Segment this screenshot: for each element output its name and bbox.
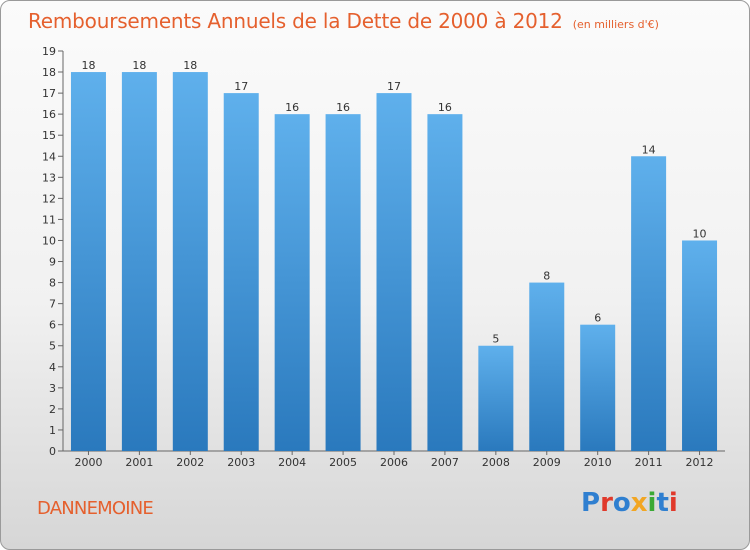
bar <box>325 114 361 451</box>
bar-value-label: 17 <box>387 80 401 93</box>
y-tick-label: 16 <box>42 108 56 121</box>
bar <box>172 72 208 451</box>
y-tick-label: 18 <box>42 66 56 79</box>
bar <box>376 93 412 452</box>
bar-value-label: 18 <box>81 59 95 72</box>
commune-name: DANNEMOINE <box>37 498 154 519</box>
x-tick-label: 2008 <box>482 456 510 469</box>
y-tick-label: 14 <box>42 150 56 163</box>
logo-letter: t <box>656 488 669 518</box>
bar <box>274 114 310 451</box>
bar <box>223 93 259 452</box>
chart-title: Remboursements Annuels de la Dette de 20… <box>28 9 659 33</box>
bar-value-label: 5 <box>492 333 499 346</box>
bar-value-label: 18 <box>132 59 146 72</box>
bar <box>70 72 106 451</box>
bar <box>121 72 157 451</box>
logo-letter: o <box>612 488 631 518</box>
bar-value-label: 16 <box>336 101 350 114</box>
x-tick-label: 2001 <box>125 456 153 469</box>
y-tick-label: 13 <box>42 171 56 184</box>
y-tick-label: 9 <box>49 256 56 269</box>
y-tick-label: 2 <box>49 403 56 416</box>
y-tick-label: 17 <box>42 87 56 100</box>
bars <box>70 72 718 452</box>
bar-value-label: 17 <box>234 80 248 93</box>
bar-value-label: 18 <box>183 59 197 72</box>
x-tick-label: 2005 <box>329 456 357 469</box>
x-tick-label: 2010 <box>584 456 612 469</box>
x-tick-label: 2012 <box>686 456 714 469</box>
logo-letter: x <box>630 488 648 518</box>
logo-letter: P <box>581 488 601 518</box>
y-tick-label: 6 <box>49 319 56 332</box>
logo-letter: i <box>647 488 657 518</box>
bar <box>682 240 718 451</box>
y-tick-label: 19 <box>42 45 56 58</box>
x-tick-label: 2002 <box>176 456 204 469</box>
y-tick-label: 1 <box>49 424 56 437</box>
proxiti-logo: Proxiti <box>581 488 678 518</box>
bar <box>631 156 667 451</box>
y-tick-label: 0 <box>49 445 56 458</box>
y-tick-label: 11 <box>42 213 56 226</box>
bar <box>478 345 514 451</box>
x-tick-label: 2007 <box>431 456 459 469</box>
logo-letter: r <box>600 488 613 518</box>
bar-value-label: 16 <box>285 101 299 114</box>
y-tick-label: 7 <box>49 298 56 311</box>
y-tick-label: 3 <box>49 382 56 395</box>
bar-value-label: 8 <box>543 270 550 283</box>
bar-value-label: 16 <box>438 101 452 114</box>
value-labels: 18 18 18 17 16 16 17 16 5 8 6 14 10 <box>81 59 706 346</box>
bar-value-label: 6 <box>594 312 601 325</box>
chart-title-text: Remboursements Annuels de la Dette de 20… <box>28 9 563 33</box>
chart-unit: (en milliers d'€) <box>572 18 659 31</box>
y-tick-label: 5 <box>49 340 56 353</box>
bar-value-label: 10 <box>693 227 707 240</box>
y-tick-label: 8 <box>49 277 56 290</box>
bar <box>529 282 565 451</box>
x-tick-label: 2011 <box>635 456 663 469</box>
y-tick-label: 12 <box>42 192 56 205</box>
y-tick-label: 15 <box>42 129 56 142</box>
y-tick-label: 10 <box>42 234 56 247</box>
y-tick-label: 4 <box>49 361 56 374</box>
logo-letter: i <box>668 488 678 518</box>
bar-value-label: 14 <box>642 143 656 156</box>
bar <box>427 114 463 451</box>
x-tick-label: 2009 <box>533 456 561 469</box>
bar <box>580 324 616 451</box>
x-tick-label: 2004 <box>278 456 306 469</box>
x-tick-label: 2006 <box>380 456 408 469</box>
x-tick-label: 2003 <box>227 456 255 469</box>
x-tick-label: 2000 <box>74 456 102 469</box>
